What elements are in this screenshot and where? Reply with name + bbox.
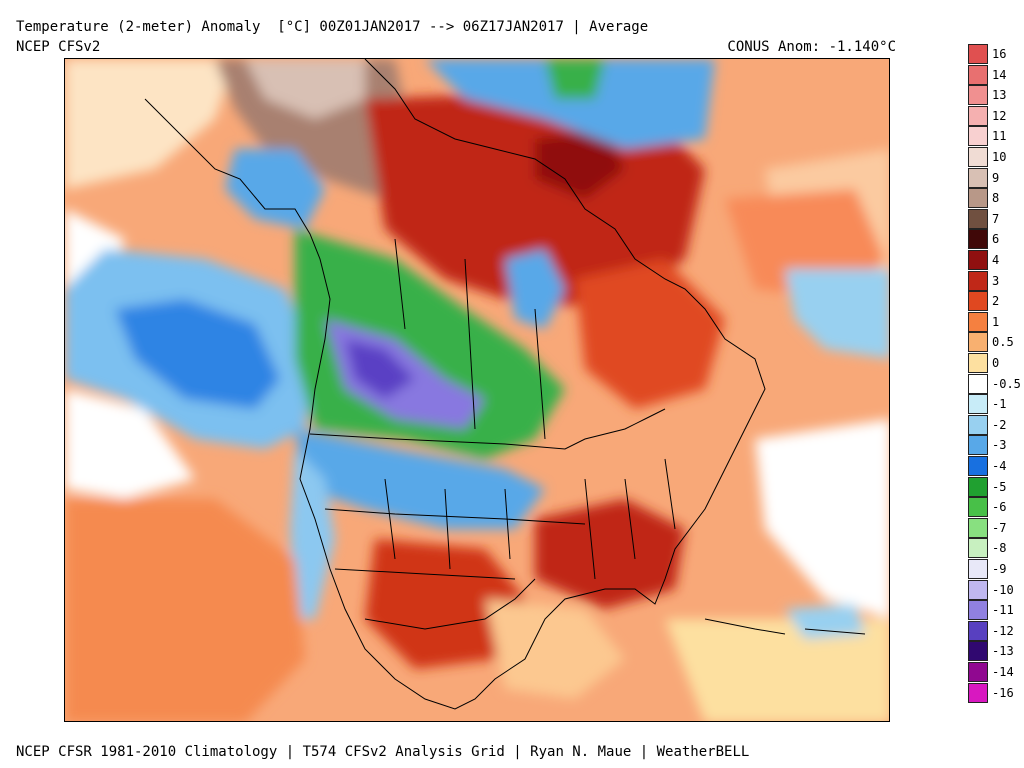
colorbar-label: 3 [992, 273, 1000, 288]
colorbar-swatch [968, 85, 988, 106]
colorbar-label: -11 [992, 603, 1014, 618]
colorbar-label: -5 [992, 479, 1007, 494]
colorbar-label: 8 [992, 191, 1000, 206]
colorbar-label: 6 [992, 232, 1000, 247]
colorbar-swatch [968, 250, 988, 270]
colorbar-label: 14 [992, 67, 1007, 82]
colorbar-label: 12 [992, 108, 1007, 123]
colorbar-swatch [968, 476, 988, 497]
colorbar-swatch [968, 579, 988, 600]
colorbar-swatch [968, 126, 988, 147]
colorbar-label: -2 [992, 417, 1007, 432]
colorbar-label: -16 [992, 685, 1014, 700]
colorbar-swatch [968, 559, 988, 579]
colorbar-label: -6 [992, 500, 1007, 515]
colorbar-label: -1 [992, 397, 1007, 412]
colorbar-label: -14 [992, 665, 1014, 679]
colorbar-label: 0 [992, 356, 1000, 370]
anomaly-map-canvas [65, 59, 889, 721]
colorbar-label: 16 [992, 47, 1007, 61]
colorbar-label: -10 [992, 582, 1014, 597]
colorbar-label: 7 [992, 211, 1000, 226]
colorbar-swatch [968, 435, 988, 456]
colorbar-swatch [968, 311, 988, 332]
colorbar-label: 11 [992, 129, 1007, 144]
colorbar-swatch [968, 332, 988, 353]
colorbar-swatch [968, 105, 988, 126]
colorbar-swatch [968, 517, 988, 538]
colorbar-label: -4 [992, 459, 1007, 473]
colorbar-label: 0.5 [992, 335, 1014, 350]
colorbar-label: 13 [992, 88, 1007, 103]
conus-anomaly-value: CONUS Anom: -1.140°C [727, 39, 896, 55]
colorbar-label: -12 [992, 623, 1014, 638]
footer-credits: NCEP CFSR 1981-2010 Climatology | T574 C… [16, 744, 750, 760]
colorbar-swatch [968, 208, 988, 229]
colorbar-label: -8 [992, 541, 1007, 556]
colorbar-label: -9 [992, 562, 1007, 576]
colorbar-swatch [968, 188, 988, 209]
colorbar-swatch [968, 682, 988, 703]
colorbar-swatch [968, 394, 988, 415]
colorbar-swatch [968, 456, 988, 476]
colorbar: 16 14 13 12 11 10 9 8 7 6 4 3 2 1 0.5 0 -0.5 -1 -2 -3 -4 -5 -6… [968, 44, 1024, 720]
chart-title: Temperature (2-meter) Anomaly [°C] 00Z01… [16, 19, 649, 35]
colorbar-swatch [968, 497, 988, 518]
coastline-borders [144, 59, 866, 710]
colorbar-swatch [968, 167, 988, 188]
colorbar-swatch [968, 147, 988, 167]
colorbar-swatch [968, 373, 988, 394]
colorbar-swatch [968, 291, 988, 312]
colorbar-swatch [968, 229, 988, 250]
colorbar-swatch [968, 64, 988, 85]
colorbar-swatch [968, 353, 988, 373]
colorbar-label: 10 [992, 150, 1007, 164]
colorbar-swatch [968, 600, 988, 621]
colorbar-swatch [968, 620, 988, 641]
anomaly-fields [65, 59, 889, 721]
colorbar-swatch [968, 662, 988, 682]
colorbar-label: 1 [992, 314, 1000, 329]
model-subtitle: NCEP CFSv2 [16, 39, 101, 55]
colorbar-swatch [968, 414, 988, 435]
colorbar-label: 9 [992, 170, 1000, 185]
colorbar-label: 2 [992, 294, 1000, 309]
colorbar-label: -13 [992, 644, 1014, 659]
colorbar-label: 4 [992, 253, 1000, 267]
colorbar-swatch [968, 538, 988, 559]
colorbar-label: -0.5 [992, 376, 1021, 391]
colorbar-swatch [968, 641, 988, 662]
anomaly-map [64, 58, 890, 722]
colorbar-label: -3 [992, 438, 1007, 453]
colorbar-swatch [968, 44, 988, 64]
colorbar-label: -7 [992, 520, 1007, 535]
colorbar-swatch [968, 270, 988, 291]
